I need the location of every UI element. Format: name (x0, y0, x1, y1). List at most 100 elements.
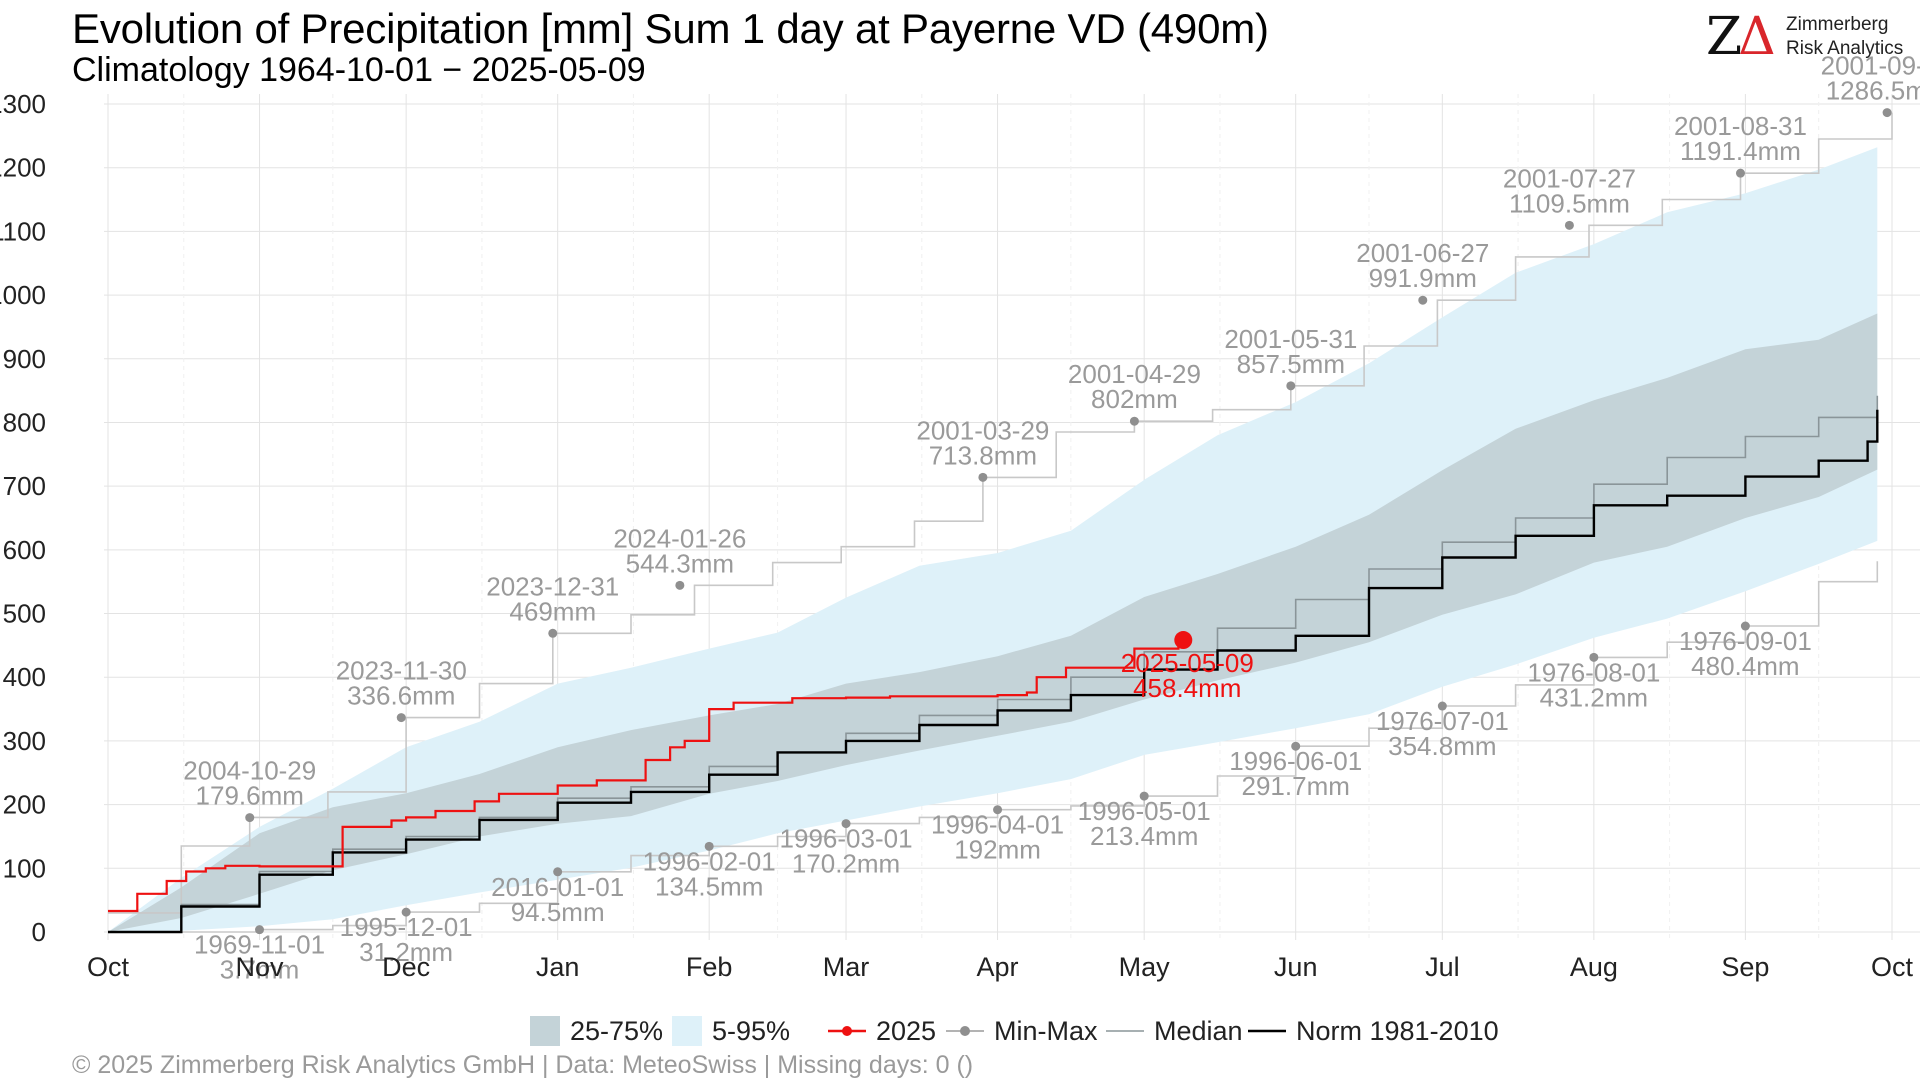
min-annotation-point (255, 925, 265, 935)
x-tick-label: Nov (236, 952, 285, 982)
current-point (1174, 631, 1193, 650)
max-annotation-date: 2001-06-27 (1356, 238, 1489, 268)
x-tick-label: Dec (382, 952, 430, 982)
x-tick-label: Mar (823, 952, 870, 982)
min-annotation-point (1291, 741, 1301, 751)
min-annotation-point (553, 867, 563, 877)
min-annotation-value: 213.4mm (1090, 821, 1198, 851)
max-annotation-point (1286, 381, 1296, 391)
max-annotation-point (1564, 220, 1574, 230)
max-annotation-date: 2001-04-29 (1068, 359, 1201, 389)
chart-subtitle: Climatology 1964-10-01 − 2025-05-09 (72, 51, 646, 89)
min-annotation-value: 94.5mm (511, 897, 605, 927)
max-annotation-point (396, 713, 406, 723)
legend-label-5-95: 5-95% (712, 1016, 791, 1046)
y-tick-label: 1300 (0, 89, 46, 119)
min-annotation-point (841, 819, 851, 829)
footer-credit: © 2025 Zimmerberg Risk Analytics GmbH | … (72, 1051, 974, 1079)
max-annotation-value: 1286.5mm (1826, 76, 1920, 106)
y-tick-label: 400 (3, 662, 46, 692)
max-annotation-value: 544.3mm (626, 548, 734, 578)
min-annotation-point (401, 907, 411, 917)
x-tick-label: Jul (1425, 952, 1460, 982)
x-tick-label: May (1119, 952, 1171, 982)
max-annotation-point (1129, 416, 1139, 426)
min-annotation-value: 3.7mm (220, 955, 299, 985)
min-annotation-date: 1969-11-01 (194, 930, 325, 960)
max-annotation-date: 2001-05-31 (1224, 324, 1357, 354)
min-annotation-date: 1996-03-01 (780, 824, 913, 854)
min-annotation-date: 1995-12-01 (340, 912, 473, 942)
median-series-line (108, 395, 1879, 933)
x-tick-label: Sep (1721, 952, 1769, 982)
min-annotation-point (1740, 621, 1750, 631)
max-annotation-value: 857.5mm (1237, 349, 1345, 379)
min-annotation-point (704, 841, 714, 851)
x-tick-label: Jun (1274, 952, 1318, 982)
max-annotation-value: 469mm (509, 596, 596, 626)
x-tick-label: Oct (87, 952, 130, 982)
y-tick-label: 600 (3, 535, 46, 565)
legend-swatch-25-75 (530, 1016, 560, 1046)
min-annotation-value: 291.7mm (1242, 771, 1350, 801)
x-tick-label: Apr (977, 952, 1019, 982)
legend-key-norm (1248, 1029, 1286, 1033)
y-tick-label: 1200 (0, 153, 46, 183)
max-annotation-point (1418, 295, 1428, 305)
max-annotation-value: 991.9mm (1369, 263, 1477, 293)
max-annotation-point (548, 628, 558, 638)
y-tick-label: 1000 (0, 280, 46, 310)
max-annotation-value: 1191.4mm (1680, 136, 1801, 166)
min-annotation-date: 2016-01-01 (491, 872, 624, 902)
company-logo: ZΔ Zimmerberg Risk Analytics (1706, 8, 1916, 66)
min-annotation-value: 354.8mm (1388, 731, 1496, 761)
max-annotation-date: 2023-11-30 (336, 656, 467, 686)
legend-label-median: Median (1154, 1016, 1243, 1046)
max-annotation-point (675, 580, 685, 590)
chart-legend: 25-75% 5-95% 2025 Min-Max Median Norm 19… (0, 1008, 1920, 1052)
y-tick-label: 500 (3, 599, 46, 629)
legend-key-median (1106, 1030, 1144, 1032)
min-annotation-value: 31.2mm (359, 937, 453, 967)
y-tick-label: 1100 (0, 216, 46, 246)
min-annotation-date: 1996-06-01 (1229, 746, 1362, 776)
chart-title: Evolution of Precipitation [mm] Sum 1 da… (72, 5, 1269, 52)
max-annotation-date: 2001-07-27 (1503, 163, 1636, 193)
min-annotation-point (1437, 701, 1447, 711)
y-tick-label: 700 (3, 471, 46, 501)
max-annotation-point (978, 472, 988, 482)
min-annotation-date: 1976-09-01 (1679, 626, 1812, 656)
max-annotation-value: 179.6mm (196, 781, 304, 811)
min-annotation-value: 480.4mm (1691, 651, 1799, 681)
x-tick-label: Oct (1871, 952, 1914, 982)
logo-text-line2: Risk Analytics (1786, 38, 1904, 59)
max-annotation-date: 2001-09-30 (1821, 51, 1920, 81)
legend-label-minmax: Min-Max (994, 1016, 1098, 1046)
y-tick-label: 200 (3, 790, 46, 820)
min-annotation-value: 170.2mm (792, 849, 900, 879)
min-annotation-date: 1996-02-01 (643, 846, 776, 876)
min-annotation-value: 192mm (954, 835, 1041, 865)
max-annotation-point (1882, 108, 1892, 118)
legend-label-25-75: 25-75% (570, 1016, 664, 1046)
min-annotation-point (993, 805, 1003, 815)
min-series-line (108, 561, 1879, 933)
min-annotation-date: 1976-07-01 (1376, 706, 1509, 736)
max-annotation-value: 802mm (1091, 384, 1178, 414)
min-annotation-date: 1996-05-01 (1078, 796, 1211, 826)
y-tick-label: 300 (3, 726, 46, 756)
logo-text-line1: Zimmerberg (1786, 14, 1889, 35)
legend-label-norm: Norm 1981-2010 (1296, 1016, 1499, 1046)
norm-series-line (108, 409, 1879, 934)
legend-swatch-5-95 (672, 1016, 702, 1046)
max-annotation-date: 2023-12-31 (486, 571, 619, 601)
max-annotation-value: 713.8mm (929, 440, 1037, 470)
y-tick-label: 800 (3, 407, 46, 437)
y-tick-label: 0 (32, 917, 46, 947)
min-annotation-value: 134.5mm (655, 871, 763, 901)
logo-mark-icon: ZΔ (1706, 7, 1776, 67)
max-annotation-date: 2024-01-26 (613, 523, 746, 553)
x-tick-label: Aug (1570, 952, 1618, 982)
max-annotation-point (1735, 168, 1745, 178)
